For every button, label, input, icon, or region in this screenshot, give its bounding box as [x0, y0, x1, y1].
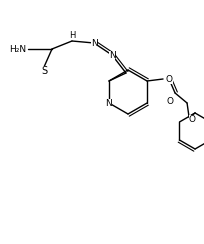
Text: H: H: [69, 30, 75, 40]
Text: O: O: [166, 74, 173, 83]
Text: N: N: [109, 51, 115, 60]
Text: H₂N: H₂N: [9, 44, 27, 53]
Text: N: N: [106, 99, 112, 108]
Text: N: N: [91, 39, 97, 48]
Text: S: S: [41, 66, 47, 76]
Text: O: O: [166, 96, 174, 105]
Text: O: O: [188, 114, 196, 123]
